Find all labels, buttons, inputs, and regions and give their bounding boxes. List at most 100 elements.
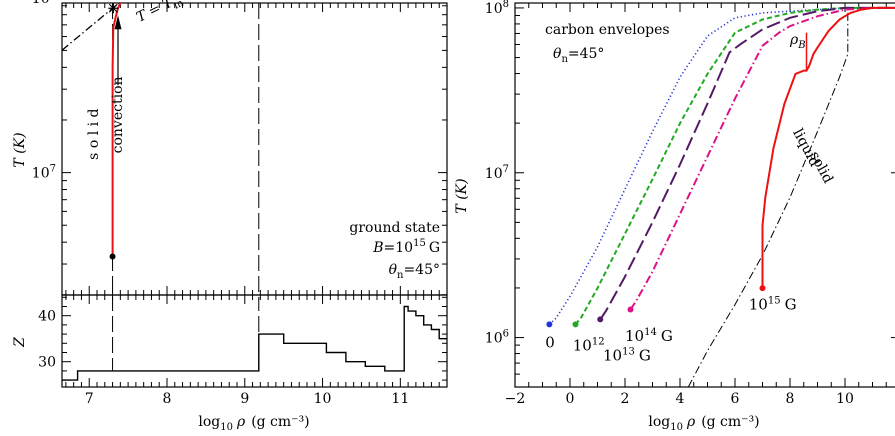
xtick-label: 0	[566, 391, 575, 407]
legend-theta-sub: n	[397, 270, 404, 281]
ytick-label: 30	[38, 355, 56, 371]
series-label: 0	[545, 333, 555, 351]
ytick-base: 10	[485, 166, 503, 182]
xlabel-log: log	[198, 414, 220, 430]
right-xlabel: log10 ρ (g cm⁻³)	[648, 414, 759, 433]
left-bottom-ylabel: Z	[12, 337, 28, 348]
left-top-ylabel: T (K)	[12, 132, 28, 167]
envelope-series-line	[629, 6, 895, 311]
series-line-solid-red	[111, 3, 122, 257]
series-label-unit: G	[639, 347, 651, 365]
right-xlabel-rho: ρ	[686, 414, 696, 430]
xtick-label: 6	[731, 391, 740, 407]
left-bottom-frame	[61, 294, 448, 388]
xtick-label: 10	[314, 391, 332, 407]
left-xlabel: log10 ρ (g cm⁻³)	[198, 414, 309, 433]
right-xlabel-sub: 10	[670, 422, 683, 433]
series-label: 1012	[573, 337, 605, 355]
xtick-label: −2	[505, 391, 526, 407]
left-bottom-panel: 7 8 9 10 11 30 40 Z log 10 ρ (g cm⁻³)	[12, 294, 448, 433]
rho-b-var: ρ	[789, 32, 799, 48]
legend-b-exp: 15	[413, 238, 426, 249]
phase-annotation: s o l i d	[86, 108, 102, 159]
ytick-label: 108	[32, 0, 56, 7]
ytick-exp: 6	[503, 329, 509, 340]
series-start-dot	[572, 321, 579, 328]
series-label: 1015 G	[749, 296, 797, 314]
melting-curve	[687, 7, 849, 387]
right-theta: θ	[553, 46, 562, 62]
melting-line-label: T=Tm	[134, 0, 186, 29]
right-xlabel-units: (g cm⁻³)	[701, 414, 759, 430]
right-subtitle: θn=45°	[553, 46, 604, 65]
series-label-exp: 14	[644, 327, 657, 338]
series-start-dot	[546, 321, 553, 328]
rho-b-sub: B	[797, 40, 805, 51]
xtick-label: 10	[836, 391, 854, 407]
ytick-label: 108	[485, 0, 509, 17]
legend-line-3: θn=45°	[389, 262, 440, 281]
series-label-exp: 12	[592, 337, 605, 348]
ytick-base: 10	[485, 331, 503, 347]
xtick-label: 9	[240, 391, 249, 407]
legend-line-2: B=1015 G	[372, 238, 440, 256]
series-label-exp: 15	[768, 296, 781, 307]
left-top-annotations: s o l i dconvectionl i q u i ds o l i dT…	[86, 0, 186, 260]
ylabel-text: T (K)	[12, 132, 28, 167]
series-label-unit: G	[661, 327, 673, 345]
series-label-base: 10	[625, 327, 644, 345]
series-label-unit: G	[785, 296, 797, 314]
endpoint-dot	[109, 253, 116, 260]
ytick-label: 40	[38, 309, 56, 325]
right-plot-area	[548, 6, 895, 387]
legend-line-1: ground state	[349, 220, 440, 236]
xlabel-rho: ρ	[236, 414, 246, 430]
series-start-dot	[759, 285, 766, 292]
tm-sub: m	[172, 0, 186, 12]
legend-b-var: B	[372, 240, 383, 256]
charge-number-step	[62, 305, 447, 381]
xtick-label: 11	[391, 391, 409, 407]
right-ylabel-text: T (K)	[454, 178, 470, 213]
ytick-base: 10	[32, 166, 50, 182]
series-start-dot	[627, 306, 634, 313]
envelope-series-line	[548, 7, 895, 325]
series-line-dash-dot-black	[62, 3, 120, 51]
star-stroke	[108, 3, 118, 13]
ytick-base: 10	[32, 0, 50, 7]
rho-b-label: ρB	[789, 32, 806, 51]
xtick-label: 8	[786, 391, 795, 407]
right-title: carbon envelopes	[545, 22, 670, 38]
series-label: 1014 G	[625, 327, 673, 345]
series-label-base: 10	[573, 337, 592, 355]
series-start-dot	[597, 316, 604, 323]
legend-b-unit: G	[429, 240, 440, 256]
ytick-exp: 7	[50, 164, 56, 175]
left-bottom-ticks: 7 8 9 10 11 30 40	[38, 295, 448, 407]
xtick-label: 2	[621, 391, 630, 407]
xlabel-units: (g cm⁻³)	[251, 414, 309, 430]
series-label-base: 0	[545, 333, 555, 351]
ytick-label: 107	[485, 164, 509, 182]
envelope-series-line	[761, 6, 895, 289]
right-theta-post: =45°	[568, 46, 605, 62]
xtick-label: 7	[85, 391, 94, 407]
series-label-base: 10	[749, 296, 768, 314]
ytick-exp: 8	[503, 0, 509, 10]
envelope-series-line	[599, 6, 895, 320]
convection-arrow-head	[114, 15, 122, 30]
ytick-label: 107	[32, 164, 56, 182]
xtick-label: 4	[676, 391, 685, 407]
ytick-label: 106	[485, 329, 509, 347]
ytick-base: 10	[485, 1, 503, 17]
right-theta-sub: n	[561, 54, 568, 65]
series-label-exp: 13	[622, 347, 635, 358]
right-xlabel-log: log	[648, 414, 670, 430]
series-label-base: 10	[603, 347, 622, 365]
xtick-label: 8	[163, 391, 172, 407]
legend-theta: θ	[389, 262, 398, 278]
